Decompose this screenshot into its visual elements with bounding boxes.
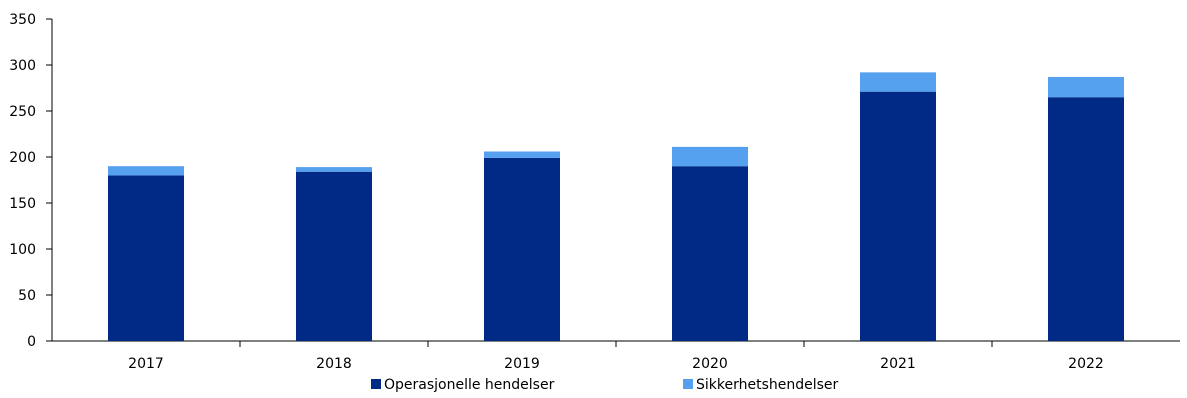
bars bbox=[108, 72, 1124, 342]
bar-operasjonelle-2017 bbox=[108, 175, 184, 341]
bar-operasjonelle-2018 bbox=[296, 171, 372, 341]
y-tick-label: 300 bbox=[9, 58, 36, 74]
y-tick-label: 200 bbox=[9, 150, 36, 166]
y-tick-label: 0 bbox=[27, 334, 36, 350]
bar-operasjonelle-2022 bbox=[1048, 97, 1124, 341]
y-tick-label: 50 bbox=[18, 288, 36, 304]
y-axis: 0 50 100 150 200 250 300 350 bbox=[9, 12, 53, 350]
x-tick-label: 2018 bbox=[316, 356, 352, 372]
bar-operasjonelle-2021 bbox=[860, 91, 936, 342]
x-axis: 2017 2018 2019 2020 2021 2022 bbox=[52, 340, 1180, 372]
bar-sikkerhet-2017 bbox=[108, 166, 184, 176]
legend-swatch-operasjonelle bbox=[371, 379, 381, 389]
x-tick-label: 2020 bbox=[692, 356, 728, 372]
y-tick-label: 150 bbox=[9, 196, 36, 212]
legend: Operasjonelle hendelser Sikkerhetshendels… bbox=[371, 377, 839, 393]
x-tick-label: 2017 bbox=[128, 356, 164, 372]
bar-operasjonelle-2020 bbox=[672, 166, 748, 341]
bar-sikkerhet-2021 bbox=[860, 72, 936, 92]
y-tick-label: 100 bbox=[9, 242, 36, 258]
bar-sikkerhet-2019 bbox=[484, 151, 560, 158]
legend-swatch-sikkerhet bbox=[683, 379, 693, 389]
bar-sikkerhet-2022 bbox=[1048, 76, 1124, 98]
bar-operasjonelle-2019 bbox=[484, 157, 560, 341]
x-tick-label: 2019 bbox=[504, 356, 540, 372]
x-tick-label: 2021 bbox=[880, 356, 916, 372]
x-tick-label: 2022 bbox=[1068, 356, 1104, 372]
legend-label-sikkerhet: Sikkerhetshendelser bbox=[696, 377, 839, 393]
bar-sikkerhet-2020 bbox=[672, 146, 748, 167]
y-tick-label: 350 bbox=[9, 12, 36, 28]
y-tick-label: 250 bbox=[9, 104, 36, 120]
bar-sikkerhet-2018 bbox=[296, 167, 372, 172]
legend-label-operasjonelle: Operasjonelle hendelser bbox=[384, 377, 555, 393]
